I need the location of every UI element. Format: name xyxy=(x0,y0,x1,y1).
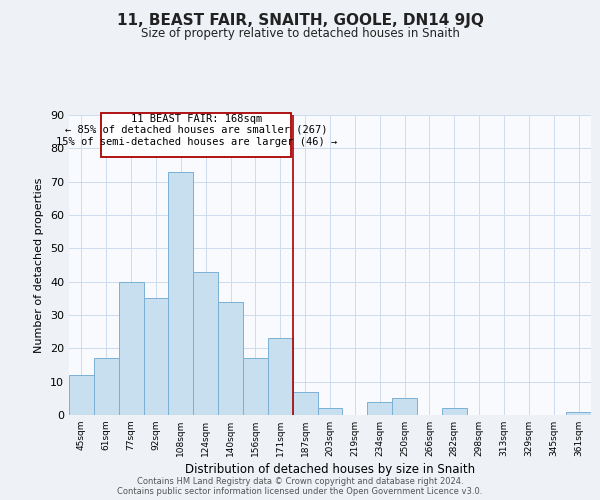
FancyBboxPatch shape xyxy=(101,114,292,156)
Bar xyxy=(442,408,467,415)
Text: ← 85% of detached houses are smaller (267): ← 85% of detached houses are smaller (26… xyxy=(65,125,328,135)
Text: Size of property relative to detached houses in Snaith: Size of property relative to detached ho… xyxy=(140,28,460,40)
Bar xyxy=(119,282,143,415)
Bar xyxy=(218,302,243,415)
Bar xyxy=(243,358,268,415)
Bar xyxy=(69,375,94,415)
Text: 11 BEAST FAIR: 168sqm: 11 BEAST FAIR: 168sqm xyxy=(131,114,262,124)
Bar xyxy=(143,298,169,415)
Bar xyxy=(317,408,343,415)
X-axis label: Distribution of detached houses by size in Snaith: Distribution of detached houses by size … xyxy=(185,463,475,476)
Bar xyxy=(193,272,218,415)
Bar xyxy=(169,172,193,415)
Text: 15% of semi-detached houses are larger (46) →: 15% of semi-detached houses are larger (… xyxy=(56,136,337,146)
Bar xyxy=(293,392,317,415)
Bar xyxy=(268,338,293,415)
Bar xyxy=(392,398,417,415)
Text: 11, BEAST FAIR, SNAITH, GOOLE, DN14 9JQ: 11, BEAST FAIR, SNAITH, GOOLE, DN14 9JQ xyxy=(116,12,484,28)
Y-axis label: Number of detached properties: Number of detached properties xyxy=(34,178,44,352)
Bar xyxy=(94,358,119,415)
Text: Contains HM Land Registry data © Crown copyright and database right 2024.: Contains HM Land Registry data © Crown c… xyxy=(137,477,463,486)
Bar xyxy=(367,402,392,415)
Text: Contains public sector information licensed under the Open Government Licence v3: Contains public sector information licen… xyxy=(118,487,482,496)
Bar xyxy=(566,412,591,415)
